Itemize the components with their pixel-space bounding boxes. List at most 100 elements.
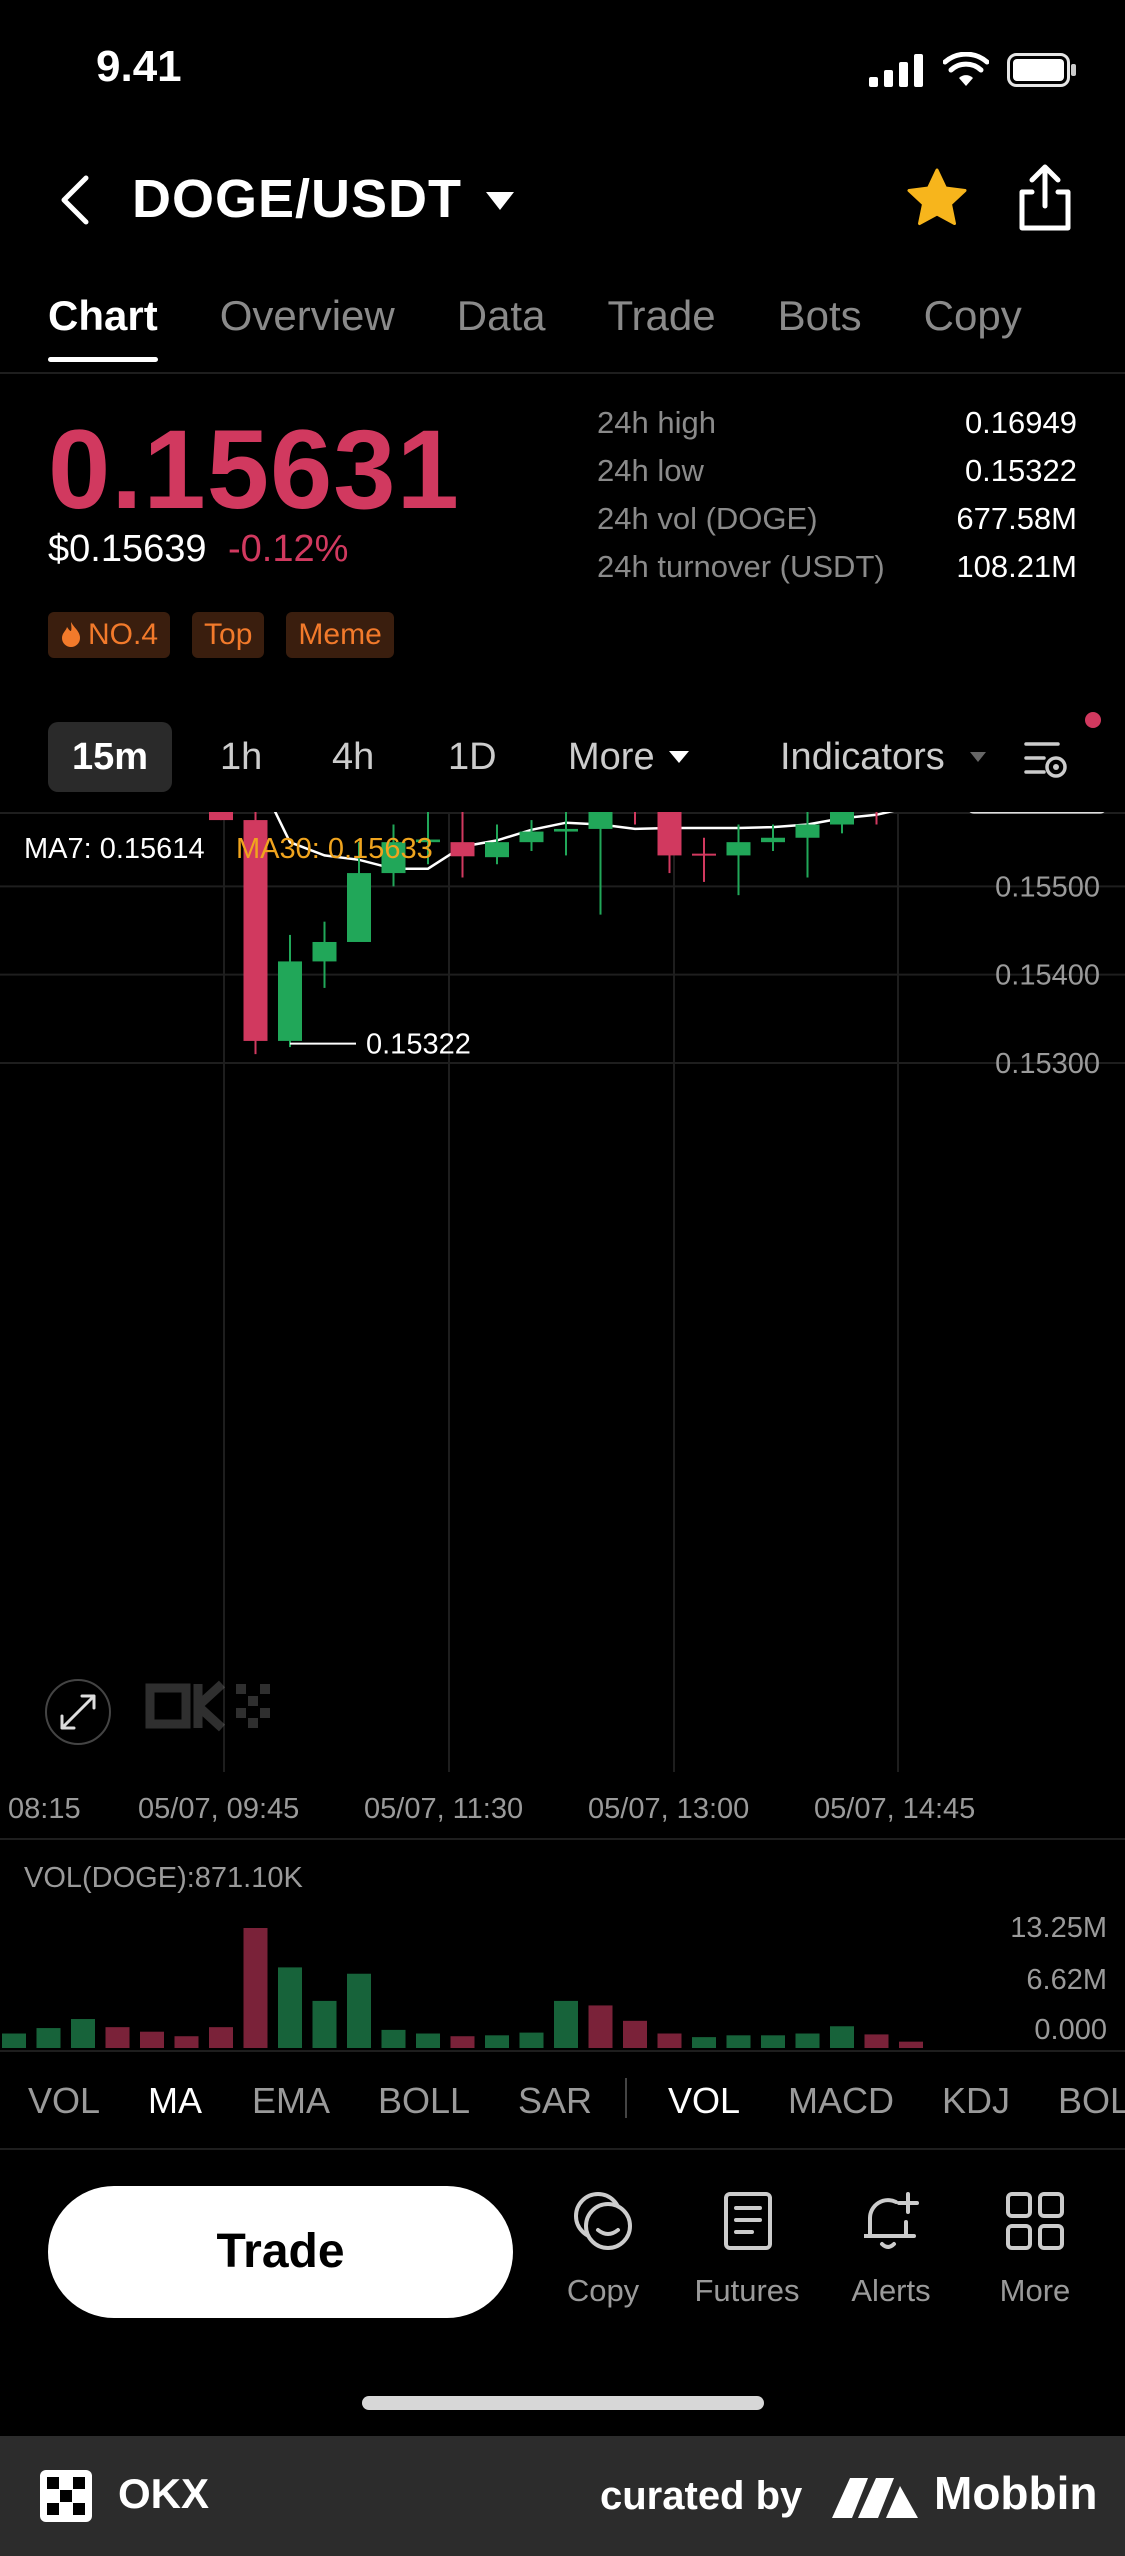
x-tick-label: 05/07, 11:30 [364, 1793, 524, 1825]
tab-chart[interactable]: Chart [48, 282, 158, 362]
tab-copy[interactable]: Copy [923, 292, 1022, 339]
last-price: 0.15631 [48, 407, 460, 532]
sub-indicator-tab-vol[interactable]: VOL [668, 2080, 741, 2121]
candle [519, 820, 544, 851]
indicator-tab-vol[interactable]: VOL [28, 2080, 101, 2121]
caret-down-icon [969, 752, 986, 762]
volume-tick: 13.25M [1010, 1912, 1107, 1944]
nav-alerts[interactable]: Alerts [821, 2186, 961, 2309]
volume-bar [347, 1973, 371, 2048]
indicators-label: Indicators [780, 736, 945, 778]
interval-4h[interactable]: 4h [332, 736, 375, 778]
tab-data[interactable]: Data [456, 292, 546, 339]
volume-bar [554, 2000, 578, 2048]
status-time: 9.41 [96, 42, 182, 91]
indicator-tab-sar[interactable]: SAR [518, 2080, 593, 2121]
volume-bar [450, 2036, 475, 2048]
volume-bar [795, 2033, 820, 2048]
interval-15m[interactable]: 15m [48, 722, 173, 792]
indicator-tab-boll[interactable]: BOLL [378, 2080, 471, 2121]
okx-watermark [145, 1680, 270, 1732]
x-tick-label: 05/07, 13:00 [588, 1793, 750, 1825]
trade-button[interactable]: Trade [48, 2186, 513, 2318]
candle-body [761, 837, 785, 843]
candle-body [588, 812, 613, 829]
volume-bar [2, 2033, 26, 2048]
share-icon[interactable] [1010, 162, 1080, 236]
change-percent: -0.12% [228, 528, 349, 570]
nav-futures[interactable]: Futures [677, 2186, 817, 2309]
pair-selector[interactable]: DOGE/USDT [132, 169, 463, 229]
volume-tick: 6.62M [1026, 1964, 1107, 1996]
top-tag[interactable]: Top [192, 612, 265, 658]
back-arrow-icon[interactable] [52, 172, 102, 228]
volume-chart: 13.25M 6.62M 0.000 [2, 1912, 1107, 2048]
volume-bar [140, 2031, 164, 2048]
futures-icon [724, 2192, 772, 2250]
volume-label: VOL(DOGE):871.10K [24, 1862, 303, 1894]
stat-row: 24h high 0.16949 [597, 405, 1077, 453]
stat-value: 0.16949 [964, 405, 1077, 440]
candle-body [657, 812, 682, 856]
tab-bots[interactable]: Bots [777, 292, 862, 339]
more-intervals-button[interactable]: More [568, 722, 691, 792]
candle-body [450, 842, 475, 857]
indicators-button[interactable]: Indicators [780, 722, 987, 792]
candle [726, 824, 751, 896]
stat-label: 24h low [597, 453, 704, 488]
divider [0, 2050, 1125, 2052]
expand-chart-icon[interactable] [45, 1679, 111, 1745]
tab-trade[interactable]: Trade [607, 292, 716, 339]
candle-body [692, 853, 716, 856]
footer-curated-text: curated by [600, 2474, 803, 2518]
candle-body [381, 842, 406, 874]
footer-brand: Mobbin [934, 2467, 1098, 2519]
last-price-tag [969, 812, 1105, 814]
footer-bar: OKX curated by Mobbin [0, 2436, 1125, 2556]
status-bar: 9.41 [0, 0, 1125, 140]
volume-bar [416, 2033, 440, 2048]
volume-bar [71, 2019, 95, 2048]
candle-body [416, 839, 440, 843]
divider [0, 812, 1125, 814]
stat-row: 24h vol (DOGE) 677.58M [597, 501, 1077, 549]
caret-down-icon [668, 751, 689, 763]
x-tick-label: 05/07, 09:45 [138, 1793, 300, 1825]
nav-more[interactable]: More [965, 2186, 1105, 2309]
caret-down-icon[interactable] [482, 186, 518, 216]
candle-body [243, 820, 268, 1041]
divider [0, 2148, 1125, 2150]
nav-copy[interactable]: Copy [533, 2186, 673, 2309]
volume-bar [726, 2035, 751, 2048]
interval-1h[interactable]: 1h [220, 736, 263, 778]
y-tick-label: 0.15500 [995, 871, 1100, 903]
volume-bar [830, 2026, 854, 2048]
volume-bar [899, 2041, 923, 2048]
tag-list: NO.4 Top Meme [48, 612, 394, 658]
chart-settings-icon[interactable] [1022, 738, 1070, 782]
signal-icon [869, 54, 923, 87]
volume-bar [761, 2035, 785, 2048]
indicator-separator [625, 2078, 627, 2118]
candle [416, 812, 440, 865]
bell-plus-icon [864, 2192, 919, 2249]
indicator-tab-ema[interactable]: EMA [252, 2080, 331, 2121]
sub-indicator-tab-boll[interactable]: BOL [1058, 2080, 1125, 2121]
home-indicator [362, 2396, 764, 2410]
indicator-tab-ma[interactable]: MA [148, 2080, 202, 2121]
candle [485, 824, 509, 865]
tab-overview[interactable]: Overview [219, 292, 395, 339]
candle [450, 812, 475, 878]
candlestick-chart[interactable]: 0.159000.158000.157000.156000.155000.154… [0, 812, 1125, 1772]
sub-indicator-tab-macd[interactable]: MACD [788, 2080, 894, 2121]
volume-bar [692, 2037, 716, 2048]
candle-body [726, 842, 751, 856]
rank-tag[interactable]: NO.4 [48, 612, 171, 658]
candle-body [209, 812, 233, 821]
favorite-star-icon[interactable] [902, 164, 972, 234]
volume-bar [588, 2005, 613, 2048]
interval-1d[interactable]: 1D [448, 736, 497, 778]
meme-tag[interactable]: Meme [286, 612, 394, 658]
candle-body [519, 831, 544, 843]
sub-indicator-tab-kdj[interactable]: KDJ [942, 2080, 1011, 2121]
